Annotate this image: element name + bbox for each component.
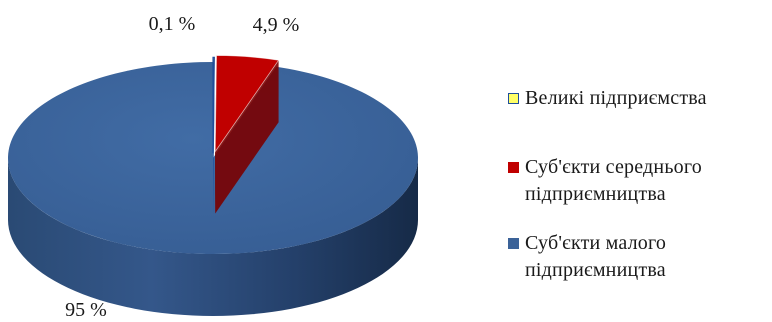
pie-slice-top — [7, 62, 418, 255]
pie-slice-cut-face — [215, 60, 279, 214]
pie-slice-large-enterprises — [212, 56, 215, 216]
legend-item-medium-business: Суб'єкти середнього підприємництва — [508, 154, 768, 208]
data-label-large-enterprises: 0,1 % — [149, 13, 196, 35]
legend-swatch-medium-business — [508, 162, 519, 173]
pie-slice-small-business — [7, 62, 418, 316]
legend-label-large-enterprises: Великі підприємства — [525, 87, 707, 109]
legend-item-small-business: Суб'єкти малого підприємництва — [508, 230, 768, 284]
pie-slice-top — [214, 55, 280, 153]
pie-slice-medium-business — [214, 55, 280, 214]
legend-item-large-enterprises: Великі підприємства — [508, 85, 768, 112]
legend-swatch-small-business — [508, 238, 519, 249]
data-label-small-business: 95 % — [65, 299, 107, 321]
data-label-medium-business: 4,9 % — [253, 14, 300, 36]
pie-slice-top — [212, 56, 215, 154]
legend-swatch-large-enterprises — [508, 93, 519, 104]
legend-label-small-business: Суб'єкти малого підприємництва — [525, 232, 667, 281]
legend-label-medium-business: Суб'єкти середнього підприємництва — [525, 156, 702, 205]
pie-slice-side — [8, 158, 418, 316]
